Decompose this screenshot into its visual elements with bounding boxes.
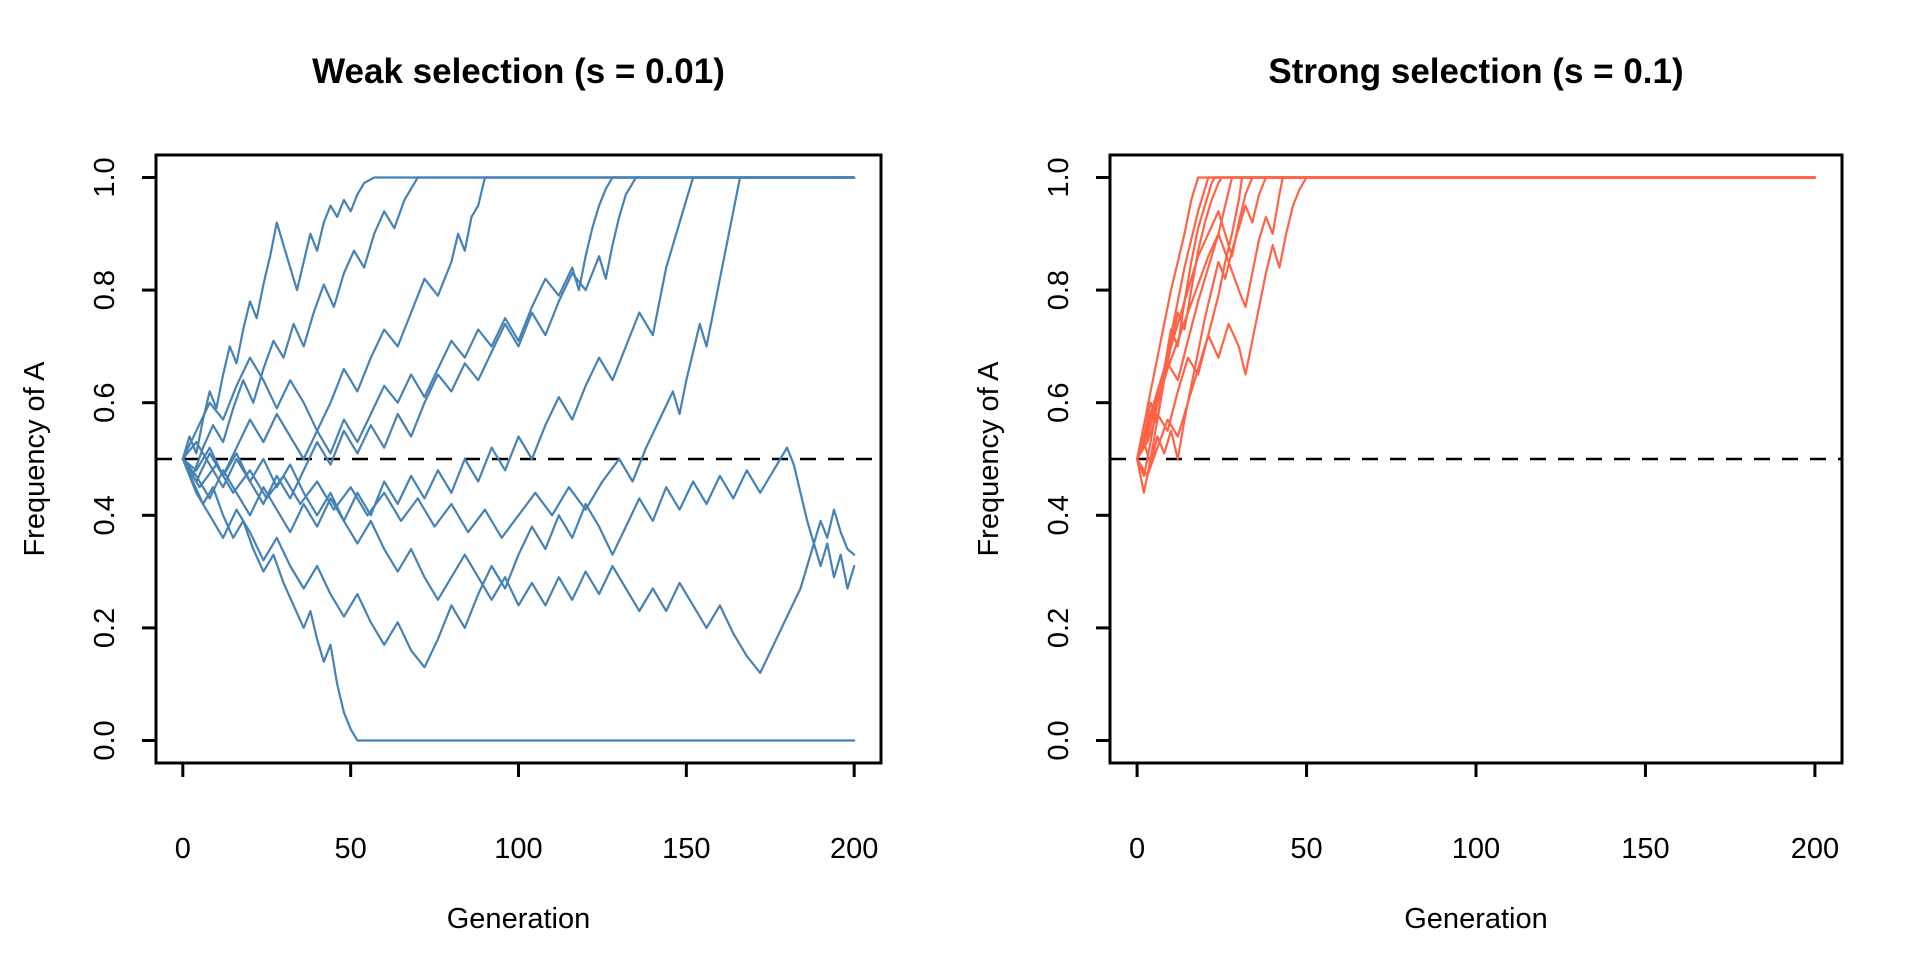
x-tick-label: 0 [175, 833, 191, 865]
trajectory-line-9 [181, 446, 856, 669]
x-axis-label: Generation [447, 903, 591, 935]
y-tick-label: 0.0 [89, 720, 121, 760]
y-tick-label: 1.0 [1043, 157, 1075, 197]
trajectory-line-2 [181, 176, 856, 477]
x-tick-label: 200 [830, 833, 878, 865]
trajectory-line-5 [181, 176, 856, 506]
trajectory-line-10 [181, 446, 856, 675]
trajectory-line-4 [1135, 176, 1817, 494]
y-tick-label: 0.4 [1043, 495, 1075, 535]
panel-title: Weak selection (s = 0.01) [312, 52, 725, 91]
trajectory-line-1 [181, 176, 856, 461]
y-tick-label: 0.2 [89, 608, 121, 648]
y-tick-label: 0.6 [1043, 383, 1075, 423]
trajectory-line-7 [181, 176, 856, 539]
y-tick-label: 0.6 [89, 383, 121, 423]
y-tick-label: 0.4 [89, 495, 121, 535]
x-tick-label: 50 [1290, 833, 1322, 865]
panel-title: Strong selection (s = 0.1) [1268, 52, 1683, 91]
trajectory-line-10 [1135, 176, 1817, 477]
trajectory-line-5 [1135, 176, 1817, 461]
x-tick-label: 50 [335, 833, 367, 865]
trajectory-line-7 [1135, 176, 1817, 461]
panel-weak-selection: 0 50 100 150 200 0.0 0.2 0.4 0.6 0.8 1.0 Weak selec… [19, 52, 883, 935]
y-axis-label: Frequency of A [973, 361, 1005, 557]
y-tick-label: 1.0 [89, 157, 121, 197]
trajectory-line-1 [1135, 176, 1817, 461]
panel-strong-selection: 0 50 100 150 200 0.0 0.2 0.4 0.6 0.8 1.0 Strong sel… [973, 52, 1844, 935]
y-tick-label: 0.0 [1043, 720, 1075, 760]
trajectory-line-4 [181, 176, 856, 483]
x-tick-label: 100 [1452, 833, 1500, 865]
x-tick-label: 150 [1621, 833, 1669, 865]
trajectory-line-6 [181, 176, 856, 534]
trajectory-line-9 [1135, 176, 1817, 461]
y-tick-label: 0.2 [1043, 608, 1075, 648]
y-axis-label: Frequency of A [19, 361, 51, 557]
x-tick-label: 150 [662, 833, 710, 865]
y-tick-label: 0.8 [1043, 270, 1075, 310]
x-tick-label: 200 [1791, 833, 1839, 865]
y-tick-label: 0.8 [89, 270, 121, 310]
x-tick-label: 0 [1129, 833, 1145, 865]
trajectory-line-3 [181, 176, 856, 461]
x-tick-label: 100 [494, 833, 542, 865]
trajectory-line-2 [1135, 176, 1817, 461]
trajectory-line-8 [181, 457, 856, 742]
x-axis-label: Generation [1404, 903, 1548, 935]
